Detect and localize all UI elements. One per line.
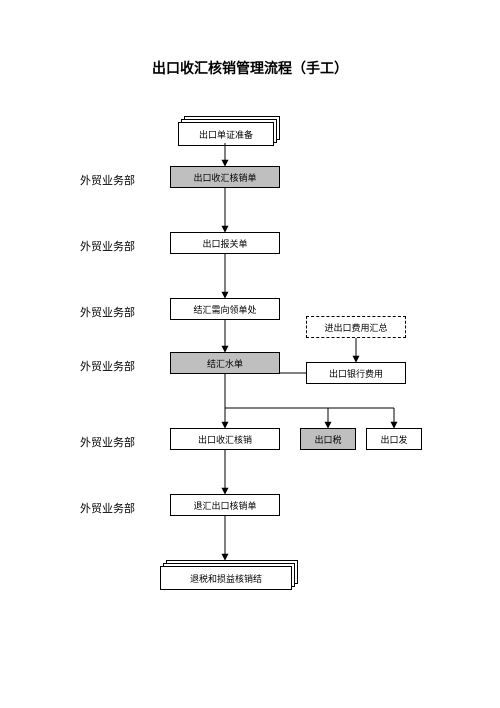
row-label-5: 外贸业务部: [80, 434, 135, 450]
node-hexiaodan: 出口收汇核销单: [170, 166, 280, 188]
row-label-2: 外贸业务部: [80, 238, 135, 254]
node-hexiao: 出口收汇核销: [170, 428, 280, 450]
node-feihui: 进出口费用汇总: [306, 316, 406, 338]
node-chukoufa: 出口发: [366, 428, 422, 450]
node-end: 退税和损益核销结: [160, 566, 292, 590]
row-label-6: 外贸业务部: [80, 500, 135, 516]
node-tuihuidan: 退汇出口核销单: [170, 494, 280, 516]
node-end-stack: 退税和损益核销结: [160, 560, 298, 590]
node-start-stack: 出口单证准备: [178, 116, 280, 146]
row-label-4: 外贸业务部: [80, 358, 135, 374]
page-title: 出口收汇核销管理流程（手工）: [0, 58, 500, 78]
node-baoguan: 出口报关单: [170, 232, 280, 254]
row-label-3: 外贸业务部: [80, 304, 135, 320]
node-tuishui: 出口税: [300, 428, 356, 450]
node-jiaodan: 结汇需向领单处: [170, 298, 280, 320]
node-start: 出口单证准备: [178, 122, 274, 146]
node-jiehui: 结汇水单: [170, 352, 280, 374]
row-label-1: 外贸业务部: [80, 172, 135, 188]
node-bankfee: 出口银行费用: [306, 362, 406, 384]
